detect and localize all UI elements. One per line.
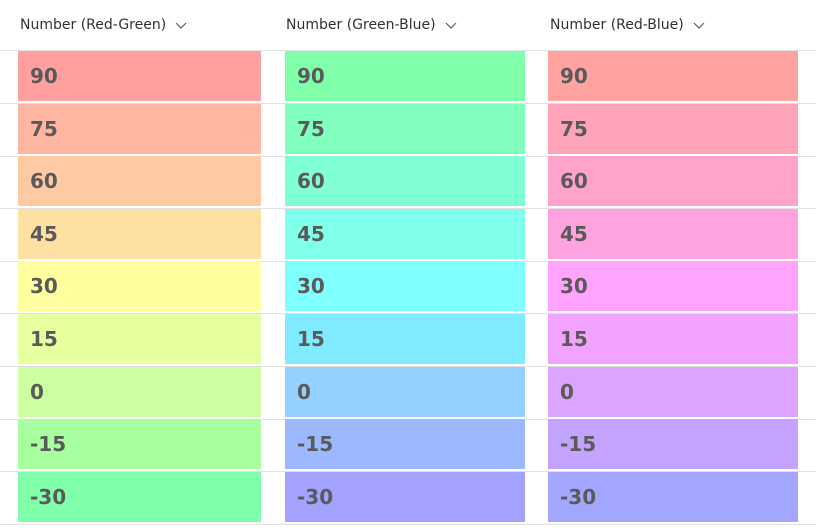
column-header-label: Number (Red-Green) xyxy=(20,17,167,33)
table-cell[interactable]: 30 xyxy=(18,261,261,311)
row-divider xyxy=(0,524,816,525)
table-cell[interactable]: 30 xyxy=(548,261,798,311)
table-cell[interactable]: -30 xyxy=(285,472,525,522)
column-header-red-green[interactable]: Number (Red-Green) xyxy=(20,12,188,38)
table-cell[interactable]: 30 xyxy=(285,261,525,311)
table-cell[interactable]: 45 xyxy=(548,209,798,259)
table-cell[interactable]: 15 xyxy=(285,314,525,364)
table-cell[interactable]: 60 xyxy=(285,156,525,206)
row-divider xyxy=(0,103,816,104)
table-cell[interactable]: 0 xyxy=(548,367,798,417)
table-cell[interactable]: 75 xyxy=(548,104,798,154)
row-divider xyxy=(0,208,816,209)
column-header-label: Number (Green-Blue) xyxy=(286,17,436,33)
table-cell[interactable]: 45 xyxy=(285,209,525,259)
table-cell[interactable]: -15 xyxy=(548,419,798,469)
column-header-green-blue[interactable]: Number (Green-Blue) xyxy=(286,12,458,38)
chevron-down-icon[interactable] xyxy=(174,18,188,32)
table-cell[interactable]: -15 xyxy=(18,419,261,469)
row-divider xyxy=(0,313,816,314)
table-cell[interactable]: 75 xyxy=(18,104,261,154)
table-cell[interactable]: 60 xyxy=(18,156,261,206)
row-divider xyxy=(0,366,816,367)
column-header-label: Number (Red-Blue) xyxy=(550,17,684,33)
table-cell[interactable]: 15 xyxy=(548,314,798,364)
table-cell[interactable]: 60 xyxy=(548,156,798,206)
table-cell[interactable]: 45 xyxy=(18,209,261,259)
table-cell[interactable]: -30 xyxy=(18,472,261,522)
table-cell[interactable]: 90 xyxy=(285,51,525,101)
column-header-red-blue[interactable]: Number (Red-Blue) xyxy=(550,12,706,38)
table-cell[interactable]: 75 xyxy=(285,104,525,154)
chevron-down-icon[interactable] xyxy=(692,18,706,32)
table-cell[interactable]: -30 xyxy=(548,472,798,522)
column-header-row: Number (Red-Green) Number (Green-Blue) N… xyxy=(0,0,816,51)
row-divider xyxy=(0,471,816,472)
table-cell[interactable]: -15 xyxy=(285,419,525,469)
table-cell[interactable]: 90 xyxy=(548,51,798,101)
chevron-down-icon[interactable] xyxy=(444,18,458,32)
table-cell[interactable]: 0 xyxy=(285,367,525,417)
table-cell[interactable]: 15 xyxy=(18,314,261,364)
table-cell[interactable]: 90 xyxy=(18,51,261,101)
table-cell[interactable]: 0 xyxy=(18,367,261,417)
